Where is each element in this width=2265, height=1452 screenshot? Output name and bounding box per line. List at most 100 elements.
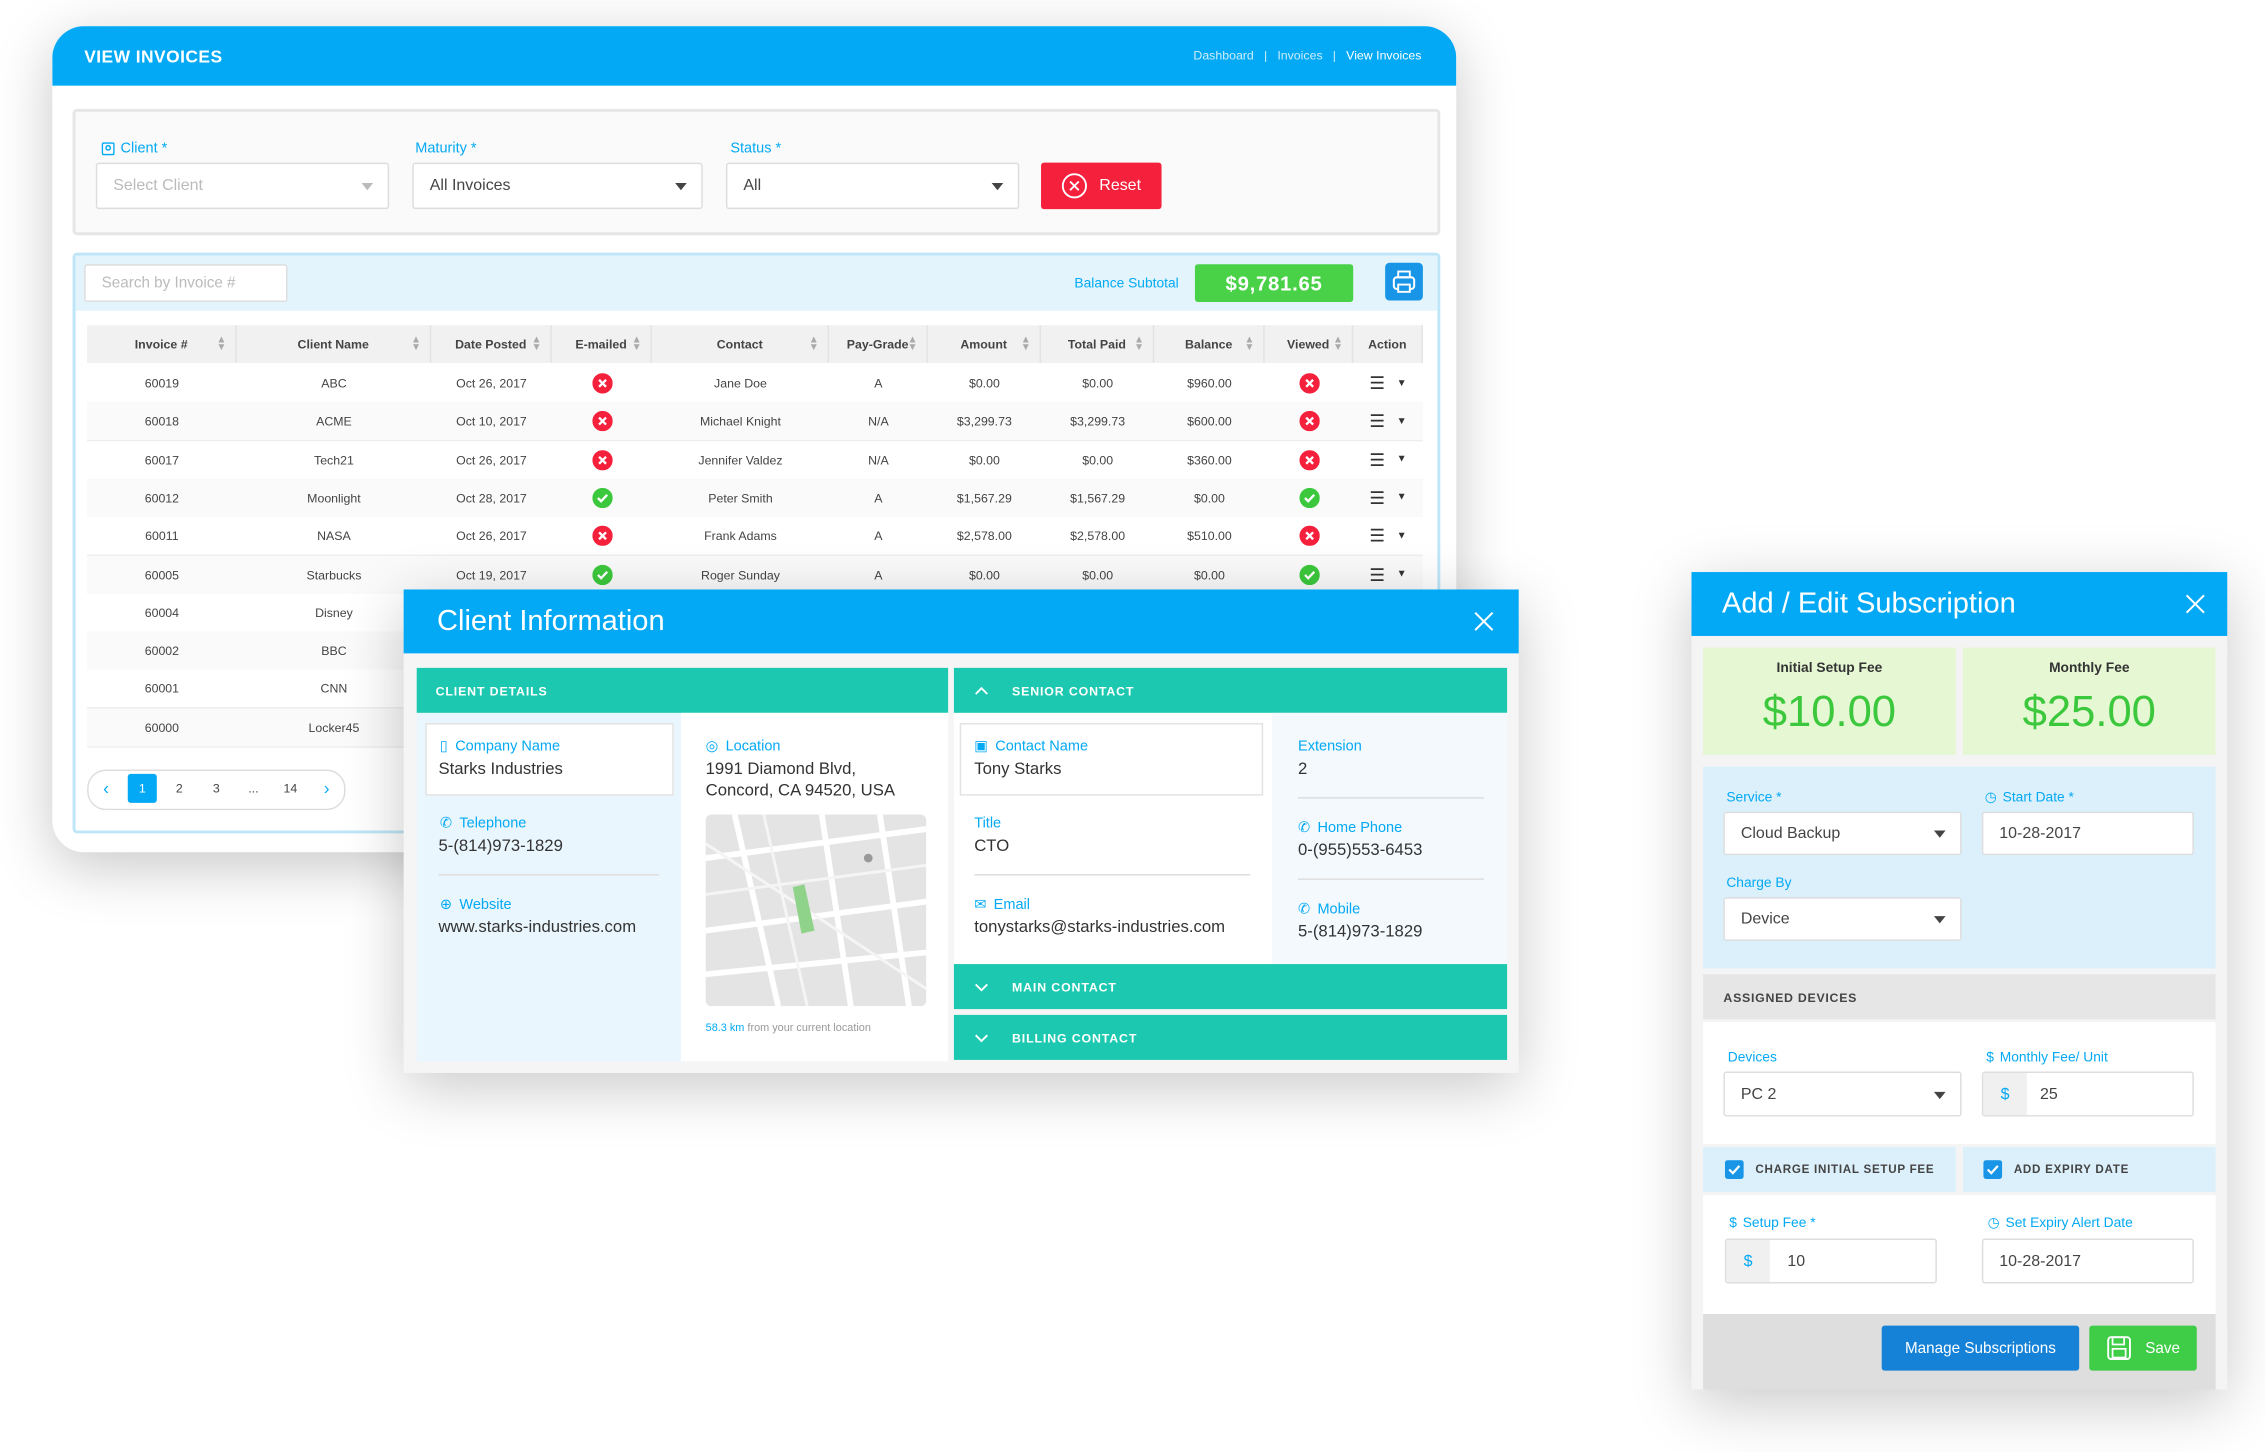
field-label: ✆ Telephone [440, 816, 526, 832]
field-label: ✉ Email [974, 897, 1030, 913]
maturity-select[interactable]: All Invoices [412, 162, 703, 210]
field-value: Tony Starks [974, 760, 1062, 779]
filter-label: Client * [101, 141, 167, 157]
action-menu[interactable]: ☰ ▼ [1353, 364, 1423, 402]
search-input[interactable]: Search by Invoice # [84, 264, 288, 302]
field-label: ✆ Mobile [1298, 902, 1360, 918]
text: $ [1726, 1239, 1770, 1283]
checkbox-row[interactable]: CHARGE INITIAL SETUP FEE [1703, 1147, 1956, 1193]
text: 10-28-2017 [1999, 1252, 2082, 1270]
shape [1728, 1165, 1741, 1175]
table-cell: $960.00 [1187, 376, 1232, 391]
page-link[interactable]: 1 [127, 773, 157, 803]
table-cell: Oct 19, 2017 [456, 566, 527, 582]
shape [1474, 611, 1494, 631]
icon [1062, 173, 1088, 199]
status-select[interactable]: All [725, 162, 1020, 210]
field-card [959, 723, 1264, 796]
service-panel: Service * Cloud Backup ◷ Start Date * 10-… [1703, 766, 2216, 969]
column-header[interactable]: Client Name ▲ ▼ [237, 325, 432, 363]
text: Start Date * [2002, 789, 2074, 806]
balance-label: Balance Subtotal [1074, 275, 1179, 292]
text: ADD EXPIRY DATE [2013, 1162, 2130, 1177]
column-header[interactable]: Amount ▲ ▼ [928, 325, 1042, 363]
page-next[interactable]: › [323, 778, 330, 799]
text: ☰ [1369, 411, 1385, 432]
page-link[interactable]: 3 [212, 781, 220, 796]
field-value: Starks Industries [438, 760, 563, 779]
text: CHARGE INITIAL SETUP FEE [1755, 1162, 1935, 1177]
shape [597, 379, 607, 388]
close-button[interactable] [2185, 594, 2205, 614]
column-header[interactable]: Date Posted ▲ ▼ [431, 325, 552, 363]
table-cell: Jane Doe [714, 376, 767, 391]
text: ▼ [1396, 454, 1407, 465]
table-cell: 60017 [144, 452, 180, 467]
shape [597, 455, 607, 464]
table-cell: A [874, 528, 883, 544]
charge-by-select[interactable]: Device [1723, 897, 1962, 941]
column-header[interactable]: Contact ▲ ▼ [652, 325, 830, 363]
crumb[interactable]: Dashboard [1193, 47, 1254, 63]
checkbox-row[interactable]: ADD EXPIRY DATE [1962, 1147, 2216, 1193]
check-icon [591, 564, 612, 585]
column-header[interactable]: Balance ▲ ▼ [1154, 325, 1265, 363]
action-menu[interactable]: ☰ ▼ [1353, 517, 1423, 555]
table-cell: Disney [315, 605, 353, 620]
text: ✉ [974, 897, 987, 914]
shape [1069, 180, 1080, 191]
checkbox [1983, 1160, 2003, 1179]
action-menu[interactable]: ☰ ▼ [1353, 479, 1423, 517]
action-menu[interactable]: ☰ ▼ [1353, 403, 1423, 441]
field-value: 2 [1298, 760, 1308, 779]
section-header[interactable]: MAIN CONTACT [953, 964, 1508, 1010]
client-select[interactable]: Select Client [95, 162, 390, 210]
table-cell: 60011 [145, 528, 179, 544]
action-menu[interactable]: ☰ ▼ [1353, 441, 1423, 479]
filter-box: Client * Select Client Maturity * All In… [72, 108, 1441, 236]
crumb[interactable]: Invoices [1277, 47, 1323, 63]
setup-fee-input[interactable]: $10 [1724, 1238, 1937, 1284]
page-link[interactable]: ... [248, 781, 259, 796]
save-button[interactable]: Save [2089, 1325, 2197, 1371]
field-value: 0-(955)553-6453 [1298, 842, 1423, 860]
column-header[interactable]: Pay-Grade ▲ ▼ [829, 325, 928, 363]
column-header[interactable]: Invoice # ▲ ▼ [87, 325, 237, 363]
monthly-unit-input[interactable]: $25 [1981, 1071, 2194, 1117]
print-button[interactable] [1385, 262, 1423, 301]
expiry-input[interactable]: 10-28-2017 [1981, 1238, 2194, 1284]
shape [1062, 173, 1088, 199]
table-cell: $1,567.29 [1070, 490, 1126, 506]
table-row: 60017 Tech21 Oct 26, 2017 Jennifer Valdez N/… [87, 440, 1423, 480]
text: SENIOR CONTACT [1011, 683, 1135, 698]
text: Monthly Fee/ Unit [1999, 1049, 2108, 1066]
close-button[interactable] [1474, 611, 1494, 631]
section-header[interactable]: BILLING CONTACT [953, 1014, 1508, 1060]
cross-icon [591, 525, 612, 547]
page-prev[interactable]: ‹ [103, 778, 109, 799]
fee-value: $10.00 [1762, 688, 1897, 737]
table-cell: 60002 [144, 643, 180, 658]
table-cell: Frank Adams [704, 528, 777, 544]
page-link[interactable]: 14 [283, 781, 298, 796]
text: Setup Fee * [1742, 1215, 1816, 1232]
start-date-input[interactable]: 10-28-2017 [1981, 811, 2194, 856]
action-menu[interactable]: ☰ ▼ [1353, 555, 1423, 593]
text: ◷ [1984, 789, 1997, 806]
subscription-modal: Add / Edit Subscription Initial Setup Fe… [1691, 572, 2228, 1390]
status-cell [1265, 441, 1354, 479]
column-header[interactable]: Viewed ▲ ▼ [1265, 325, 1354, 363]
text: Email [993, 897, 1031, 914]
manage-button[interactable]: Manage Subscriptions [1881, 1325, 2080, 1371]
column-header[interactable]: E-mailed ▲ ▼ [552, 325, 652, 363]
shape [1304, 417, 1314, 426]
page-link[interactable]: 2 [175, 781, 183, 796]
table-cell: BBC [321, 643, 347, 658]
fee-card: Monthly Fee $25.00 [1962, 647, 2216, 755]
service-select[interactable]: Cloud Backup [1723, 811, 1962, 856]
devices-select[interactable]: PC 2 [1723, 1071, 1962, 1117]
column-header[interactable]: Total Paid ▲ ▼ [1041, 325, 1155, 363]
reset-button[interactable]: Reset [1041, 162, 1162, 210]
icon [1392, 270, 1416, 293]
cross-icon [591, 411, 612, 432]
